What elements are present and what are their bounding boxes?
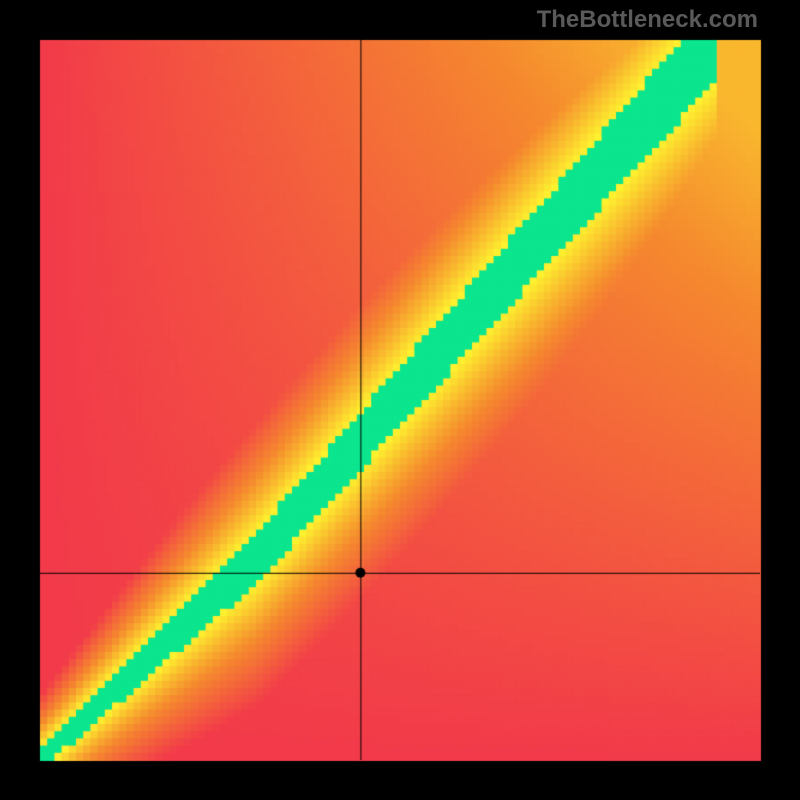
bottleneck-heatmap-canvas bbox=[0, 0, 800, 800]
watermark-text: TheBottleneck.com bbox=[537, 6, 758, 34]
chart-container: TheBottleneck.com bbox=[0, 0, 800, 800]
